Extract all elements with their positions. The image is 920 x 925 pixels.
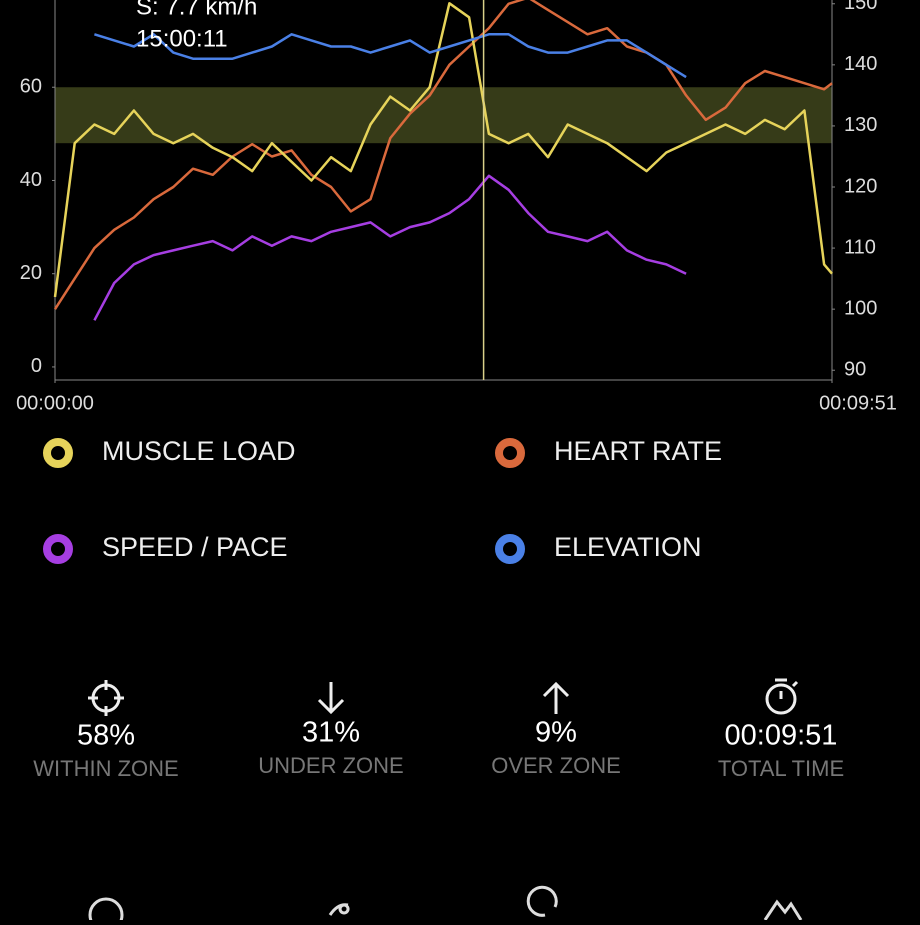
legend-marker [495, 438, 525, 468]
y2-tick-label: 110 [844, 236, 876, 258]
stat-value: 9% [535, 717, 577, 749]
stat-value: 58% [77, 720, 135, 752]
y2-tick-label: 140 [844, 53, 877, 75]
stat-label: WITHIN ZONE [33, 756, 178, 781]
stat-value: 31% [302, 717, 360, 749]
x-tick-label: 00:09:51 [819, 392, 897, 414]
stat-label: UNDER ZONE [258, 753, 403, 778]
legend-label: ELEVATION [554, 532, 702, 562]
tooltip-text: S: 7.7 km/h [136, 0, 257, 20]
series-line [94, 33, 687, 79]
legend-label: HEART RATE [554, 436, 722, 466]
stat-label: OVER ZONE [491, 753, 621, 778]
legend-marker [495, 534, 525, 564]
y2-tick-label: 120 [844, 175, 877, 197]
tooltip-text: 15:00:11 [136, 25, 228, 52]
y2-tick-label: 90 [844, 359, 866, 381]
y2-tick-label: 150 [844, 0, 877, 14]
stat-label: TOTAL TIME [718, 756, 844, 781]
y-tick-label: 20 [20, 262, 42, 284]
legend-marker [43, 534, 73, 564]
series-line [53, 2, 833, 298]
x-tick-label: 00:00:00 [16, 392, 94, 414]
y2-tick-label: 100 [844, 297, 877, 319]
y-tick-label: 60 [20, 76, 42, 98]
y-tick-label: 40 [20, 169, 42, 191]
legend-label: MUSCLE LOAD [102, 436, 296, 466]
bottom-icons [88, 885, 803, 925]
stat-icons [88, 678, 799, 716]
y2-tick-label: 130 [844, 114, 877, 136]
series-line [53, 0, 833, 310]
y-tick-label: 80 [20, 0, 42, 4]
y-tick-label: 0 [31, 355, 42, 377]
legend-label: SPEED / PACE [102, 532, 288, 562]
legend-marker [43, 438, 73, 468]
stat-value: 00:09:51 [725, 720, 838, 752]
series-line [93, 174, 687, 321]
